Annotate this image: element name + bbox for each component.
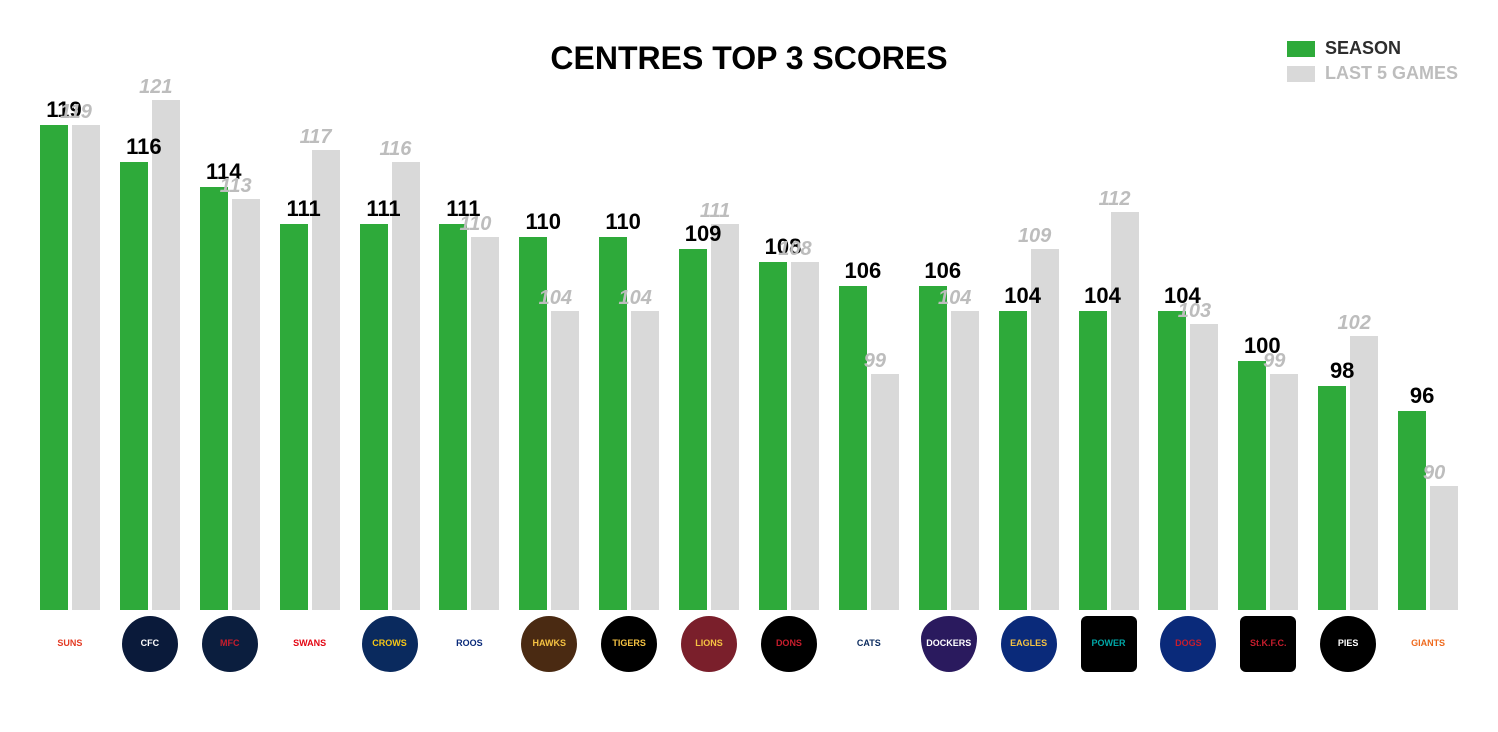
bar-last5 — [791, 262, 819, 610]
value-last5: 116 — [366, 138, 426, 161]
team-group: 111 116 CROWS — [350, 50, 430, 672]
value-last5: 99 — [845, 350, 905, 373]
bar-last5 — [631, 311, 659, 610]
bar-groups: 119 119 SUNS 116 121 CFC 114 113 MF — [30, 60, 1468, 672]
bar-last5 — [152, 100, 180, 610]
team-group: 109 111 LIONS — [669, 50, 749, 672]
value-last5: 104 — [605, 287, 665, 310]
team-logo-icon: CROWS — [362, 616, 418, 672]
team-logo-icon: DOGS — [1160, 616, 1216, 672]
bar-season — [200, 187, 228, 610]
team-group: 98 102 PIES — [1308, 50, 1388, 672]
team-logo-icon: CFC — [122, 616, 178, 672]
team-logo-icon: ROOS — [441, 616, 497, 672]
bar-season — [1158, 311, 1186, 610]
team-logo-icon: CATS — [841, 616, 897, 672]
value-season: 111 — [274, 196, 334, 222]
bar-last5 — [551, 311, 579, 610]
value-season: 109 — [673, 221, 733, 247]
value-last5: 104 — [925, 287, 985, 310]
bar-last5 — [1190, 324, 1218, 610]
value-season: 106 — [913, 258, 973, 284]
team-logo-icon: POWER — [1081, 616, 1137, 672]
bar-season — [1318, 386, 1346, 610]
bar-season — [839, 286, 867, 610]
value-last5: 90 — [1404, 462, 1464, 485]
value-season: 104 — [1073, 283, 1133, 309]
value-last5: 103 — [1164, 300, 1224, 323]
team-logo-icon: PIES — [1320, 616, 1376, 672]
value-last5: 113 — [206, 175, 266, 198]
value-last5: 109 — [1005, 225, 1065, 248]
bar-season — [1398, 411, 1426, 610]
team-group: 110 104 HAWKS — [509, 50, 589, 672]
team-logo-icon: DOCKERS — [921, 616, 977, 672]
chart-area: 119 119 SUNS 116 121 CFC 114 113 MF — [30, 60, 1468, 672]
value-season: 110 — [513, 209, 573, 235]
value-last5: 117 — [286, 126, 346, 149]
value-season: 106 — [833, 258, 893, 284]
bar-last5 — [72, 125, 100, 610]
bar-last5 — [1270, 374, 1298, 610]
value-last5: 108 — [765, 238, 825, 261]
value-last5: 110 — [445, 213, 505, 236]
team-group: 111 117 SWANS — [270, 50, 350, 672]
value-last5: 119 — [46, 101, 106, 124]
team-logo-icon: MFC — [202, 616, 258, 672]
team-group: 104 103 DOGS — [1148, 50, 1228, 672]
team-logo-icon: LIONS — [681, 616, 737, 672]
team-group: 114 113 MFC — [190, 50, 270, 672]
team-logo-icon: St.K.F.C. — [1240, 616, 1296, 672]
team-logo-icon: SUNS — [42, 616, 98, 672]
team-group: 111 110 ROOS — [429, 50, 509, 672]
bar-season — [1238, 361, 1266, 610]
team-logo-icon: HAWKS — [521, 616, 577, 672]
value-season: 110 — [593, 209, 653, 235]
bar-season — [40, 125, 68, 610]
value-last5: 102 — [1324, 312, 1384, 335]
bar-last5 — [871, 374, 899, 610]
team-group: 119 119 SUNS — [30, 50, 110, 672]
team-group: 106 104 DOCKERS — [909, 50, 989, 672]
team-group: 96 90 GIANTS — [1388, 50, 1468, 672]
team-logo-icon: SWANS — [282, 616, 338, 672]
bar-season — [679, 249, 707, 610]
bar-season — [439, 224, 467, 610]
bar-season — [759, 262, 787, 610]
bar-season — [1079, 311, 1107, 610]
bar-season — [919, 286, 947, 610]
value-last5: 111 — [685, 200, 745, 223]
team-logo-icon: DONS — [761, 616, 817, 672]
team-group: 100 99 St.K.F.C. — [1228, 50, 1308, 672]
bar-season — [999, 311, 1027, 610]
bar-season — [280, 224, 308, 610]
value-season: 98 — [1312, 358, 1372, 384]
team-logo-icon: TIGERS — [601, 616, 657, 672]
team-group: 104 109 EAGLES — [989, 50, 1069, 672]
team-logo-icon: EAGLES — [1001, 616, 1057, 672]
bar-season — [120, 162, 148, 610]
value-last5: 112 — [1085, 188, 1145, 211]
value-season: 116 — [114, 134, 174, 160]
bar-last5 — [951, 311, 979, 610]
team-group: 106 99 CATS — [829, 50, 909, 672]
bar-season — [360, 224, 388, 610]
bar-last5 — [392, 162, 420, 610]
value-season: 111 — [354, 196, 414, 222]
team-group: 108 108 DONS — [749, 50, 829, 672]
team-logo-icon: GIANTS — [1400, 616, 1456, 672]
value-season: 96 — [1392, 383, 1452, 409]
bar-last5 — [711, 224, 739, 610]
team-group: 110 104 TIGERS — [589, 50, 669, 672]
team-group: 116 121 CFC — [110, 50, 190, 672]
value-last5: 99 — [1244, 350, 1304, 373]
value-last5: 121 — [126, 76, 186, 99]
bar-last5 — [471, 237, 499, 610]
value-last5: 104 — [525, 287, 585, 310]
bar-last5 — [1430, 486, 1458, 610]
bar-last5 — [232, 199, 260, 610]
value-season: 104 — [993, 283, 1053, 309]
team-group: 104 112 POWER — [1069, 50, 1149, 672]
bar-last5 — [1111, 212, 1139, 610]
